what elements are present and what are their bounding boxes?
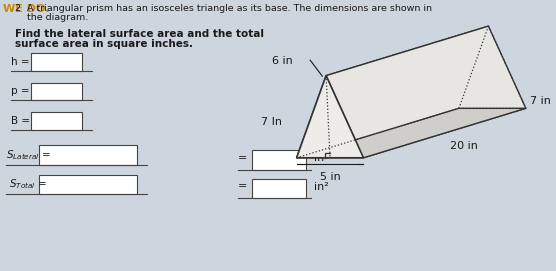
Bar [39, 145, 137, 165]
Bar [252, 150, 306, 170]
Text: 7 In: 7 In [261, 117, 282, 127]
Text: 20 in: 20 in [450, 141, 478, 151]
Text: =: = [237, 153, 247, 163]
Polygon shape [326, 26, 526, 158]
Bar [31, 112, 82, 130]
Text: WE DO.: WE DO. [3, 4, 49, 14]
Text: the diagram.: the diagram. [15, 13, 88, 22]
Text: h =: h = [11, 57, 30, 67]
Text: Find the lateral surface area and the total: Find the lateral surface area and the to… [15, 29, 264, 39]
Bar [252, 179, 306, 198]
Text: $S_{Total}$ =: $S_{Total}$ = [9, 178, 47, 191]
Text: B =: B = [11, 116, 31, 126]
Text: 5 in: 5 in [320, 172, 340, 182]
Text: =: = [237, 182, 247, 192]
Text: p =: p = [11, 86, 30, 96]
Text: in²: in² [314, 182, 329, 192]
Text: $S_{Lateral}$ =: $S_{Lateral}$ = [6, 148, 51, 162]
Bar [31, 53, 82, 71]
Text: in²: in² [314, 153, 329, 163]
Polygon shape [296, 108, 526, 158]
Text: 7 in: 7 in [530, 96, 550, 106]
Polygon shape [296, 26, 488, 158]
Text: 6 in: 6 in [272, 56, 292, 66]
Bar [39, 175, 137, 194]
Text: 2  A triangular prism has an isosceles triangle as its base. The dimensions are : 2 A triangular prism has an isosceles tr… [15, 4, 432, 13]
Bar [31, 83, 82, 100]
Text: surface area in square inches.: surface area in square inches. [15, 39, 193, 49]
Polygon shape [296, 76, 364, 158]
